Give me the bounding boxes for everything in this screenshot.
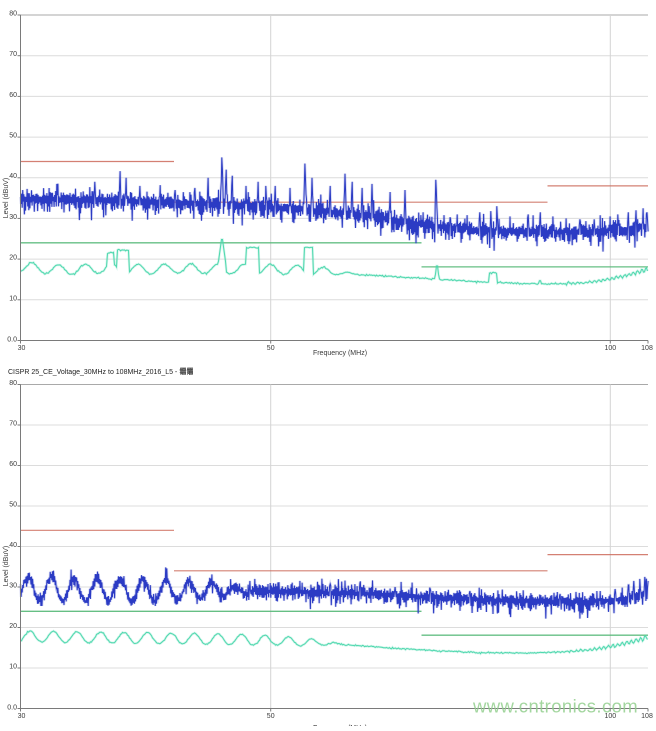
svg-text:40: 40	[9, 542, 17, 549]
svg-text:40: 40	[9, 173, 17, 180]
svg-text:30: 30	[18, 345, 26, 352]
svg-text:20: 20	[9, 255, 17, 262]
svg-text:50: 50	[267, 713, 275, 720]
svg-text:Level (dBuV): Level (dBuV)	[3, 546, 10, 586]
svg-text:100: 100	[604, 713, 616, 720]
svg-text:30: 30	[9, 214, 17, 221]
svg-text:30: 30	[9, 583, 17, 590]
svg-text:100: 100	[604, 345, 616, 352]
svg-text:60: 60	[9, 461, 17, 468]
svg-text:80: 80	[9, 380, 17, 387]
svg-text:CISPR 25_CE_Voltage_30MHz to 1: CISPR 25_CE_Voltage_30MHz to 108MHz_2016…	[8, 367, 193, 376]
svg-text:50: 50	[9, 133, 17, 140]
svg-text:80: 80	[9, 11, 17, 18]
svg-text:20: 20	[9, 623, 17, 630]
svg-text:Frequency (MHz): Frequency (MHz)	[313, 350, 367, 357]
svg-text:108: 108	[641, 713, 653, 720]
svg-text:50: 50	[267, 345, 275, 352]
svg-text:70: 70	[9, 51, 17, 58]
svg-text:Level (dBuV): Level (dBuV)	[3, 178, 10, 218]
svg-text:10: 10	[9, 664, 17, 671]
svg-text:70: 70	[9, 421, 17, 428]
svg-text:60: 60	[9, 92, 17, 99]
svg-text:30: 30	[18, 713, 26, 720]
svg-text:www.cntronics.com: www.cntronics.com	[472, 696, 638, 717]
svg-text:10: 10	[9, 295, 17, 302]
svg-text:108: 108	[641, 345, 653, 352]
svg-text:50: 50	[9, 502, 17, 509]
svg-text:0.0: 0.0	[7, 337, 17, 344]
svg-text:0.0: 0.0	[7, 705, 17, 712]
